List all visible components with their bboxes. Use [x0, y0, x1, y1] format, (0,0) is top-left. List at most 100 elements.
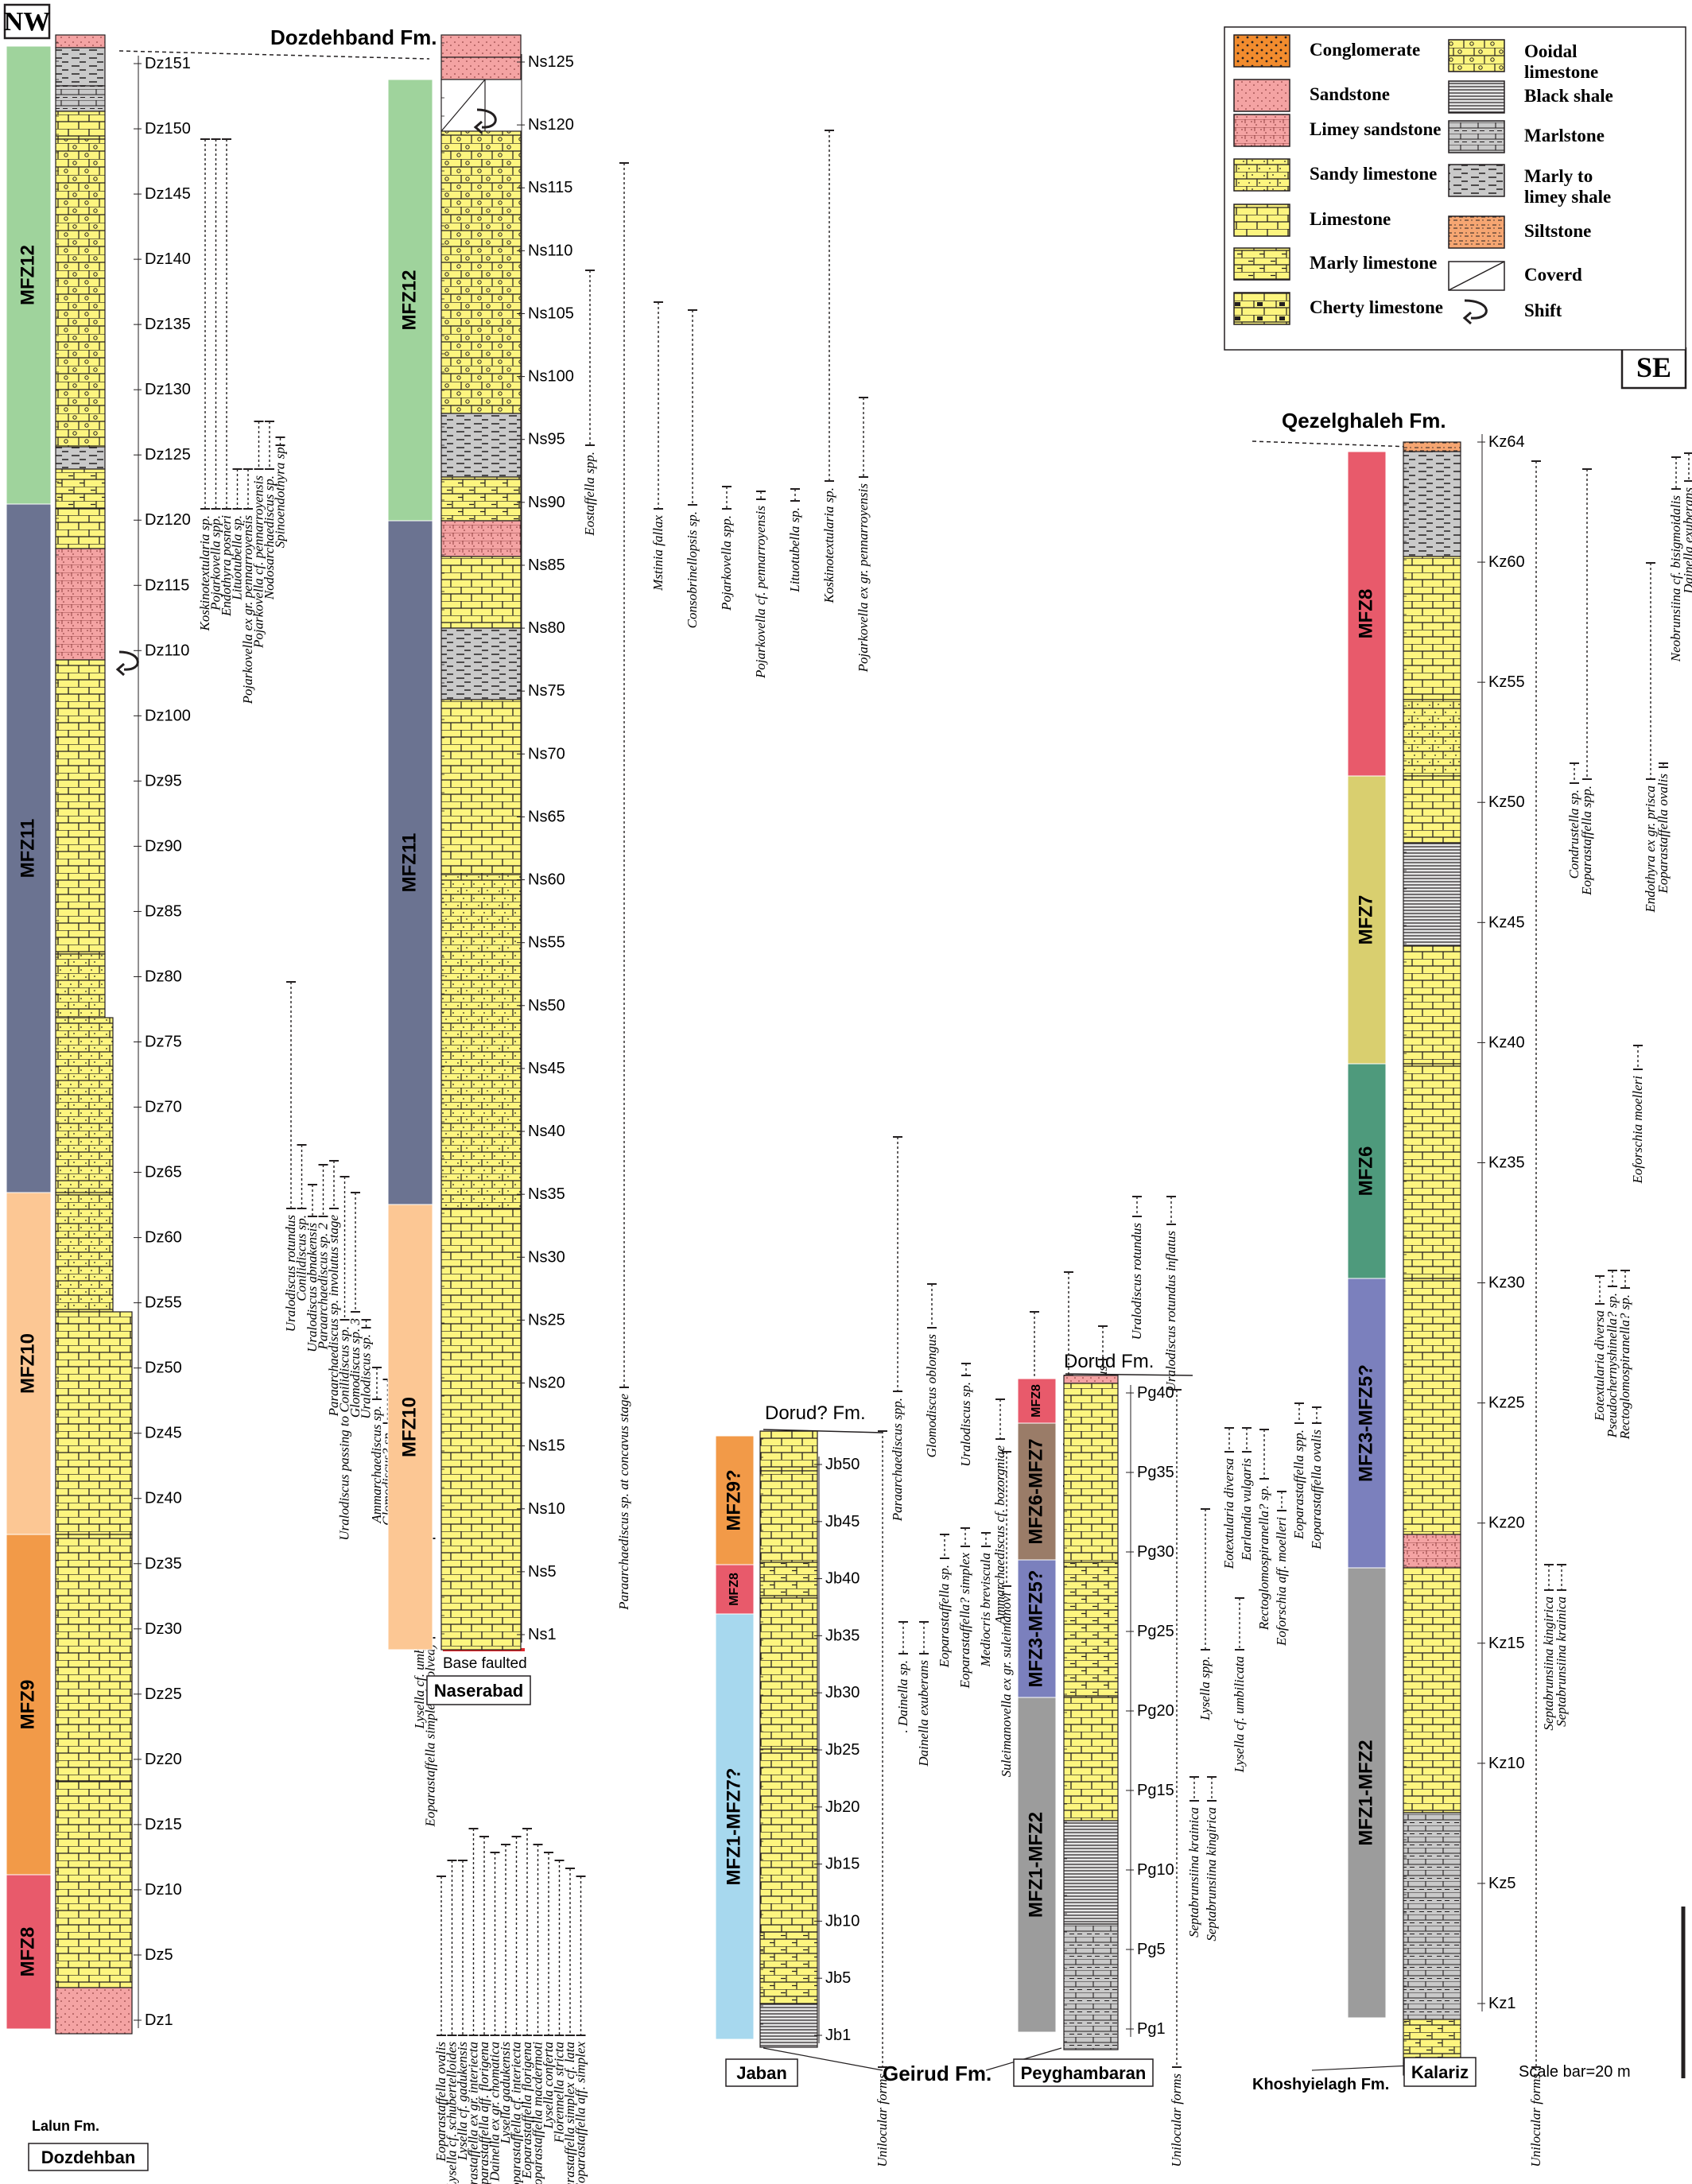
sample-label: Kz15: [1488, 1635, 1525, 1652]
lithology-bed: [440, 627, 522, 700]
lithology-bed: [440, 556, 522, 629]
biozone-band: [1347, 775, 1387, 1065]
section-name-box: [725, 2058, 798, 2087]
lithology-bed: [440, 699, 522, 875]
lithology-bed: [440, 56, 522, 80]
taxon-label: Rectoglomospiranella? sp.: [1617, 1294, 1632, 1440]
sample-label: Dz30: [145, 1620, 182, 1638]
lithology-bed: [1403, 2019, 1461, 2064]
legend-swatch-limey-sandstone: [1233, 114, 1290, 147]
legend-item-limestone: Limestone: [1233, 204, 1391, 237]
lithology-bed: [55, 659, 106, 955]
taxon-label: Lysella spp.: [1197, 1656, 1213, 1721]
lithology-bed: [1063, 1697, 1119, 1821]
biozone-band: [1347, 1278, 1387, 1569]
sample-label: Pg40: [1137, 1384, 1174, 1402]
sample-label: Dz40: [145, 1490, 182, 1507]
lithology-bed: [55, 138, 106, 448]
sample-label: Ns110: [528, 242, 572, 259]
biozone-band: [1347, 1567, 1387, 2019]
lithology-bed: [759, 1597, 818, 1750]
sample-label: Kz55: [1488, 673, 1525, 691]
taxon-label: Eoparastaffella? simplex: [957, 1553, 972, 1689]
legend-swatch-marly-shale: [1448, 164, 1505, 197]
sample-label: Kz25: [1488, 1395, 1525, 1412]
taxon-label: Lituotubella sp.: [230, 515, 245, 601]
legend-label: Limestone: [1310, 209, 1391, 229]
section-name-box: [28, 2143, 149, 2171]
legend-label: Marly to limey shale: [1524, 166, 1611, 207]
sample-label: Pg35: [1137, 1464, 1174, 1481]
sample-label: Dz85: [145, 902, 182, 920]
taxon-label: Uralodiscus passing to Conilidiscus sp.: [337, 1326, 352, 1541]
sample-label: Pg30: [1137, 1543, 1174, 1561]
sample-label: Jb25: [825, 1741, 860, 1759]
section-name: Peyghambaran: [1021, 2063, 1147, 2083]
biozone-label: MFZ7: [1355, 895, 1376, 945]
section-name: Kalariz: [1411, 2062, 1469, 2082]
section-name-box: [1403, 2057, 1477, 2087]
taxon-label: . Dainella sp.: [895, 1660, 910, 1733]
taxon-label: Conilidiscus sp.: [294, 1215, 309, 1301]
sample-label: Dz55: [145, 1294, 182, 1312]
lithology-bed: [1403, 441, 1461, 452]
sample-label: Kz40: [1488, 1034, 1525, 1051]
legend-label: Shift: [1524, 301, 1562, 320]
taxon-label: Koskinotextularia sp.: [197, 515, 212, 631]
lithology-bed: [1403, 945, 1461, 1065]
sample-label: Dz20: [145, 1751, 182, 1768]
taxon-label: Septabrunsiina krainica: [1186, 1807, 1201, 1938]
covered-diagonal: [440, 79, 486, 132]
lithology-bed: [55, 1534, 133, 1782]
sample-label: Dz90: [145, 837, 182, 855]
lithology-bed: [55, 47, 106, 87]
sample-label: Ns85: [528, 557, 565, 574]
taxon-label: Dainella ex gr. chomatica: [487, 2042, 503, 2182]
legend: Conglomerate Sandstone Limey sandstone Sand…: [1224, 26, 1686, 351]
biozone-label: MFZ9: [17, 1680, 38, 1730]
sample-label: Dz45: [145, 1425, 182, 1442]
biozone-label: MFZ6: [1355, 1146, 1376, 1197]
correlation-line: [763, 2047, 883, 2071]
taxon-label: Eotextularia diversa: [1221, 1458, 1236, 1569]
lithology-bed: [1403, 1534, 1461, 1569]
biozone-label: MFZ1-MFZ7?: [723, 1768, 744, 1886]
sample-label: Kz30: [1488, 1274, 1525, 1292]
sample-label: Pg10: [1137, 1861, 1174, 1879]
sample-label: Ns75: [528, 682, 565, 700]
legend-label: Limey sandstone: [1310, 119, 1442, 139]
taxon-label: Uralodiscus abnakensis: [305, 1223, 320, 1352]
biozone-label: MFZ10: [398, 1397, 420, 1457]
lithology-bed: [1403, 842, 1461, 947]
taxon-label: Paraarchaediscus sp. involutus stage: [326, 1215, 341, 1418]
legend-label: Black shale: [1524, 86, 1613, 106]
lithology-bed: [1403, 451, 1461, 557]
sample-label: Ns25: [528, 1311, 565, 1329]
biozone-label: MFZ8: [17, 1927, 38, 1977]
se-box: [1620, 347, 1687, 390]
sample-label: Jb50: [825, 1456, 860, 1473]
lithology-bed: [1403, 1567, 1461, 1814]
taxon-label: Lysella cf. umbilicata: [1232, 1656, 1247, 1773]
section-name: Dozdehban: [41, 2147, 136, 2167]
lithology-bed: [440, 34, 522, 58]
biozone-label: MFZ8: [1030, 1384, 1043, 1418]
sample-label: Ns125: [528, 53, 574, 71]
sample-label: Kz5: [1488, 1875, 1515, 1892]
lithology-bed: [759, 1561, 818, 1599]
biozone-band: [6, 45, 52, 505]
lithology-bed: [1403, 1812, 1461, 2020]
taxon-label: Pojarkovella ex gr. pennarroyensis: [240, 515, 255, 705]
biozone-label: MFZ11: [17, 819, 38, 879]
sample-label: Dz125: [145, 446, 191, 464]
lithology-bed: [759, 1470, 818, 1563]
sample-label: Dz140: [145, 250, 191, 268]
sample-label: Ns120: [528, 116, 574, 134]
sample-label: Ns10: [528, 1500, 565, 1518]
section-name-box: [426, 1675, 531, 1705]
taxon-label: Koskinotextularia sp.: [821, 487, 836, 603]
lithology-bed: [55, 1017, 114, 1193]
sample-label: Pg1: [1137, 2020, 1166, 2038]
sample-label: Ns55: [528, 934, 565, 952]
sample-label: Dz135: [145, 316, 191, 333]
